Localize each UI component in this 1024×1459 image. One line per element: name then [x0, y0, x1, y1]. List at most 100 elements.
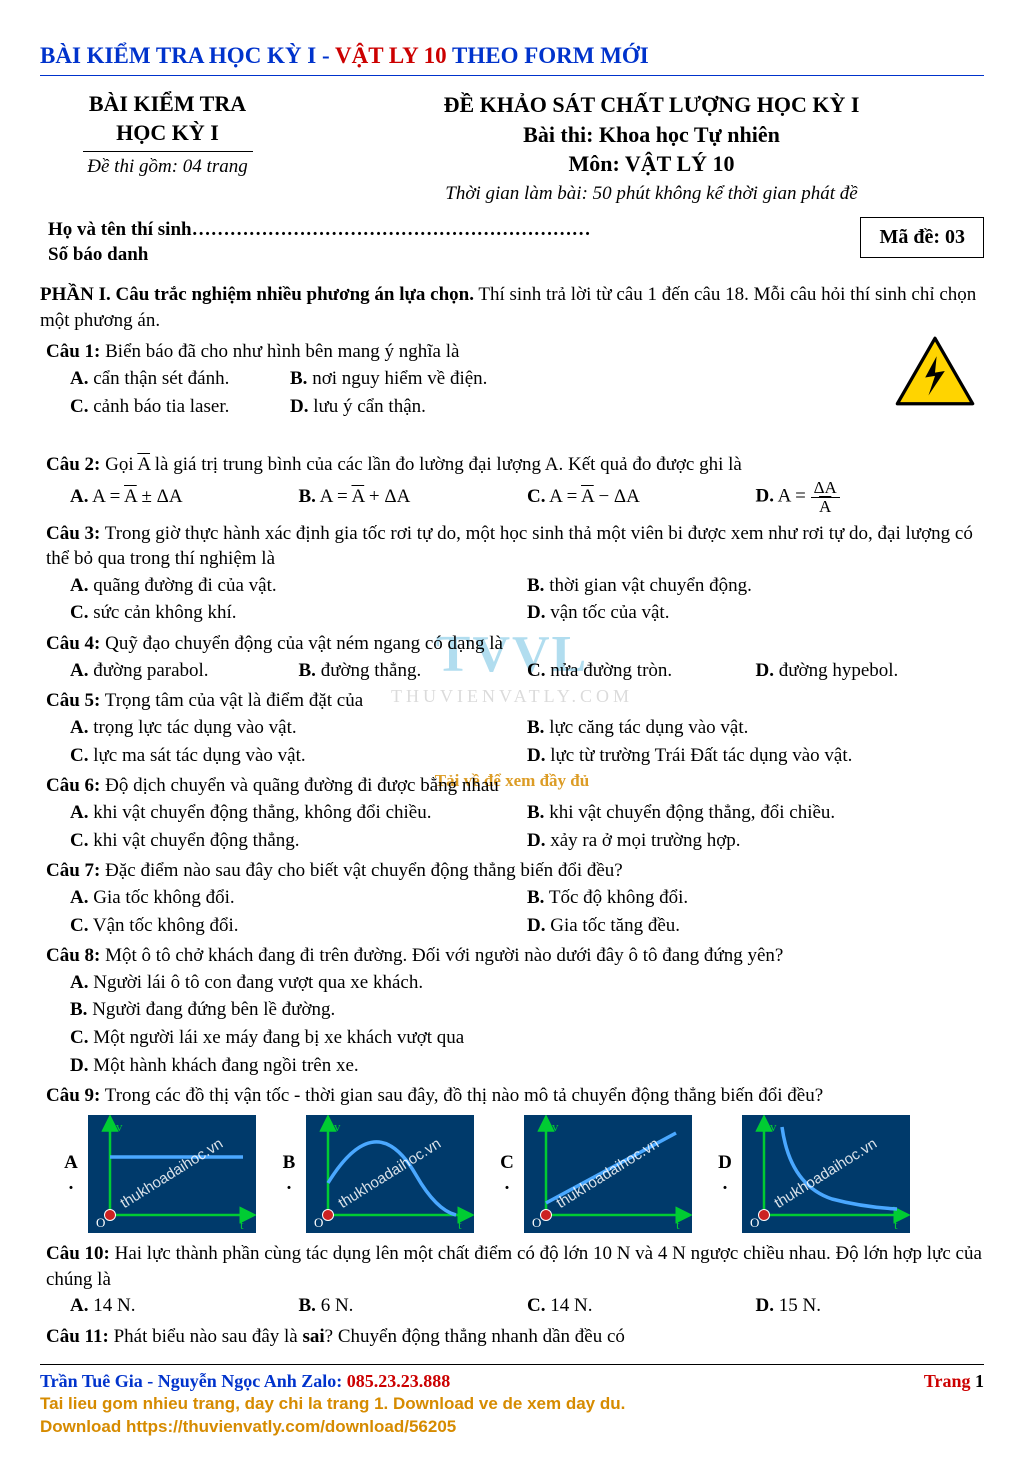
title-part2: VẬT LY 10 — [335, 43, 447, 68]
graph-D-label: D. — [714, 1153, 736, 1195]
q9-text: Trong các đồ thị vận tốc - thời gian sau… — [100, 1085, 823, 1106]
q11-text: Phát biểu nào sau đây là — [109, 1326, 303, 1347]
header-left: BÀI KIỂM TRA HỌC KỲ I Đề thi gồm: 04 tra… — [40, 90, 295, 207]
svg-text:O: O — [314, 1215, 323, 1230]
duration: Thời gian làm bài: 50 phút không kể thời… — [319, 181, 984, 207]
section-1-intro: PHẦN I. Câu trắc nghiệm nhiều phương án … — [40, 282, 984, 333]
svg-text:v: v — [334, 1119, 341, 1134]
q7-text: Đặc điểm nào sau đây cho biết vật chuyển… — [100, 860, 622, 881]
q2-text-1: Gọi — [100, 454, 137, 475]
q4-optD: D. đường hypebol. — [756, 657, 985, 685]
header-right: ĐỀ KHẢO SÁT CHẤT LƯỢNG HỌC KỲ I Bài thi:… — [319, 90, 984, 207]
svg-text:t: t — [894, 1217, 898, 1232]
q1-optD: D. lưu ý cẩn thận. — [290, 393, 606, 421]
question-4: Câu 4: Quỹ đạo chuyển động của vật ném n… — [46, 631, 984, 684]
q3-optA: A. quãng đường đi của vật. — [70, 572, 527, 600]
question-5: Câu 5: Trọng tâm của vật là điểm đặt của… — [46, 688, 984, 769]
footer-dl2: Download https://thuvienvatly.com/downlo… — [40, 1416, 984, 1439]
q4-optB: B. đường thẳng. — [299, 657, 528, 685]
q4-optA: A. đường parabol. — [70, 657, 299, 685]
q11-sai: sai — [302, 1326, 324, 1347]
q6-text: Độ dịch chuyển và quãng đường đi được bằ… — [100, 775, 498, 796]
q3-optB: B. thời gian vật chuyển động. — [527, 572, 984, 600]
question-1: Câu 1: Biển báo đã cho như hình bên mang… — [46, 339, 984, 420]
q2-optC: C. A = A − ΔA — [527, 483, 756, 511]
q6-label: Câu 6: — [46, 775, 100, 796]
q5-text: Trọng tâm của vật là điểm đặt của — [100, 690, 363, 711]
page-footer: Trần Tuê Gia - Nguyễn Ngọc Anh Zalo: 085… — [40, 1364, 984, 1439]
question-6: Câu 6: Độ dịch chuyển và quãng đường đi … — [46, 773, 984, 854]
q8-optC: C. Một người lái xe máy đang bị xe khách… — [70, 1024, 984, 1052]
section-1-title: PHẦN I. Câu trắc nghiệm nhiều phương án … — [40, 284, 474, 305]
graph-C-label: C. — [496, 1153, 518, 1195]
title-part1: BÀI KIỂM TRA HỌC KỲ I - — [40, 43, 335, 68]
title-part3: THEO FORM MỚI — [447, 43, 649, 68]
question-9: Câu 9: Trong các đồ thị vận tốc - thời g… — [46, 1083, 984, 1109]
q1-optC: C. cảnh báo tia laser. — [70, 393, 290, 421]
q10-optB: B. 6 N. — [299, 1292, 528, 1320]
q11-label: Câu 11: — [46, 1326, 109, 1347]
q3-optD: D. vận tốc của vật. — [527, 599, 984, 627]
q2-text-2: là giá trị trung bình của các lần đo lườ… — [150, 454, 742, 475]
q2-optA: A. A = A ± ΔA — [70, 483, 299, 511]
q8-text: Một ô tô chở khách đang đi trên đường. Đ… — [100, 945, 783, 966]
q7-optA: A. Gia tốc không đổi. — [70, 884, 527, 912]
footer-author: Trần Tuê Gia - Nguyễn Ngọc Anh Zalo: — [40, 1371, 347, 1391]
q4-optC: C. nửa đường tròn. — [527, 657, 756, 685]
q8-label: Câu 8: — [46, 945, 100, 966]
graph-D-box: v t O thukhoadaihoc.vn — [742, 1115, 910, 1233]
question-8: Câu 8: Một ô tô chở khách đang đi trên đ… — [46, 943, 984, 1079]
svg-text:O: O — [532, 1215, 541, 1230]
svg-text:O: O — [750, 1215, 759, 1230]
svg-text:v: v — [770, 1119, 777, 1134]
graph-A-label: A. — [60, 1153, 82, 1195]
graph-A: A. v t O thukhoadaihoc.vn — [60, 1115, 256, 1233]
warning-sign-icon — [894, 335, 976, 407]
survey-title: ĐỀ KHẢO SÁT CHẤT LƯỢNG HỌC KỲ I — [319, 90, 984, 120]
q2-optD: D. A = ΔAA — [756, 478, 985, 517]
q10-optC: C. 14 N. — [527, 1292, 756, 1320]
q3-label: Câu 3: — [46, 523, 100, 544]
graph-A-box: v t O thukhoadaihoc.vn — [88, 1115, 256, 1233]
q10-text: Hai lực thành phần cùng tác dụng lên một… — [46, 1243, 982, 1290]
question-2: Câu 2: Gọi A là giá trị trung bình của c… — [46, 452, 984, 516]
q1-optB: B. nơi nguy hiểm về điện. — [290, 365, 606, 393]
svg-text:t: t — [458, 1217, 462, 1232]
svg-text:O: O — [96, 1215, 105, 1230]
q8-optD: D. Một hành khách đang ngồi trên xe. — [70, 1052, 984, 1080]
q4-text: Quỹ đạo chuyển động của vật ném ngang có… — [100, 633, 503, 654]
page-label: Trang — [924, 1371, 975, 1391]
q3-text: Trong giờ thực hành xác định gia tốc rơi… — [46, 523, 973, 570]
q2-label: Câu 2: — [46, 454, 100, 475]
exam-code: Mã đề: 03 — [860, 217, 984, 258]
document-header: BÀI KIỂM TRA HỌC KỲ I Đề thi gồm: 04 tra… — [40, 90, 984, 207]
q9-graphs: A. v t O thukhoadaihoc.vn B. — [40, 1111, 984, 1237]
question-10: Câu 10: Hai lực thành phần cùng tác dụng… — [46, 1241, 984, 1320]
footer-phone: 085.23.23.888 — [347, 1371, 451, 1391]
question-7: Câu 7: Đặc điểm nào sau đây cho biết vật… — [46, 858, 984, 939]
candidate-id: Số báo danh — [48, 242, 860, 268]
q10-optD: D. 15 N. — [756, 1292, 985, 1320]
q1-text: Biển báo đã cho như hình bên mang ý nghĩ… — [100, 341, 459, 362]
q2-Abar: A — [137, 454, 150, 475]
graph-B: B. v t O thukhoadaihoc.vn — [278, 1115, 474, 1233]
svg-text:t: t — [676, 1217, 680, 1232]
q1-label: Câu 1: — [46, 341, 100, 362]
q8-optA: A. Người lái ô tô con đang vượt qua xe k… — [70, 969, 984, 997]
svg-text:v: v — [116, 1119, 123, 1134]
page-number: 1 — [975, 1371, 984, 1391]
q7-optB: B. Tốc độ không đổi. — [527, 884, 984, 912]
q5-label: Câu 5: — [46, 690, 100, 711]
svg-text:t: t — [240, 1217, 244, 1232]
q7-optC: C. Vận tốc không đổi. — [70, 912, 527, 940]
question-3: Câu 3: Trong giờ thực hành xác định gia … — [46, 521, 984, 628]
q5-optD: D. lực từ trường Trái Đất tác dụng vào v… — [527, 742, 984, 770]
q6-optD: D. xảy ra ở mọi trường hợp. — [527, 827, 984, 855]
page-header-title: BÀI KIỂM TRA HỌC KỲ I - VẬT LY 10 THEO F… — [40, 40, 984, 76]
svg-text:v: v — [552, 1119, 559, 1134]
q8-optB: B. Người đang đứng bên lề đường. — [70, 996, 984, 1024]
exam-title-1: BÀI KIỂM TRA — [40, 90, 295, 119]
candidate-name: Họ và tên thí sinh……………………………………………………… — [48, 217, 860, 243]
header-rule — [83, 151, 253, 152]
q1-optA: A. cẩn thận sét đánh. — [70, 365, 290, 393]
